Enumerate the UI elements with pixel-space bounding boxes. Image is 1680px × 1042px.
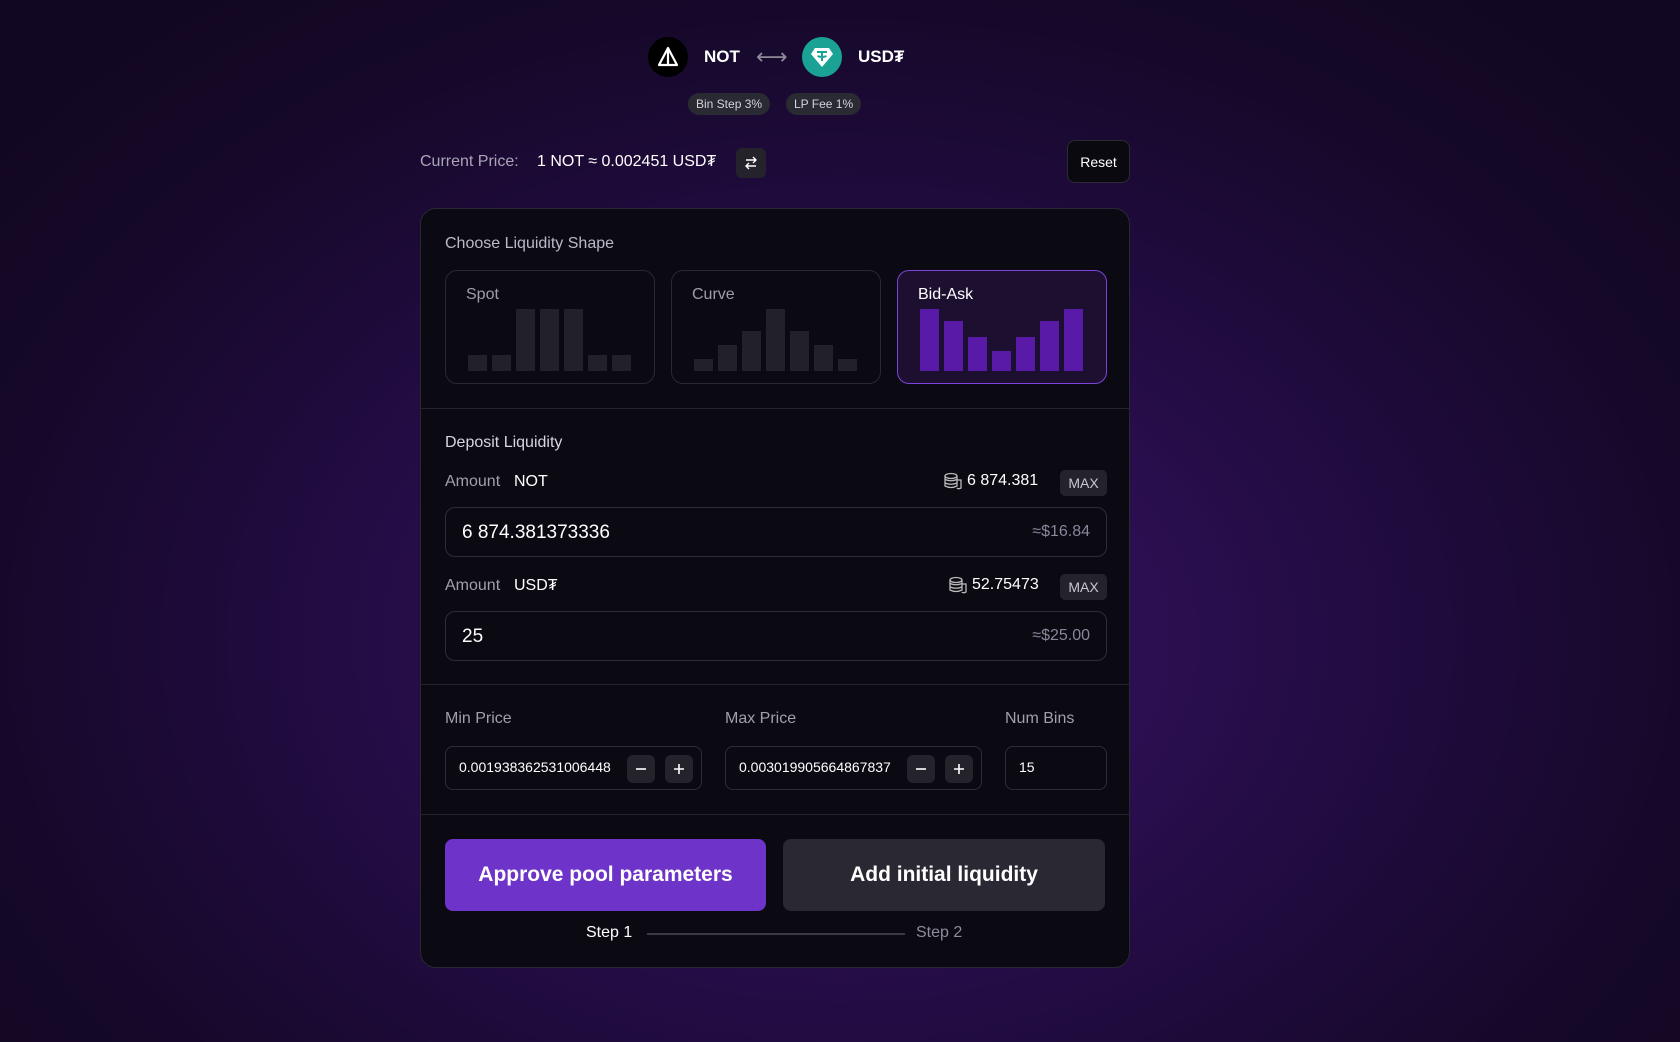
reset-button[interactable]: Reset xyxy=(1067,140,1130,183)
shape-preview-bar xyxy=(1040,321,1059,371)
step-2-label: Step 2 xyxy=(916,924,963,941)
divider xyxy=(421,684,1129,685)
current-price-value: 1 NOT ≈ 0.002451 USD₮ xyxy=(537,153,717,170)
shape-option-bid-ask[interactable]: Bid-Ask xyxy=(897,270,1107,384)
balance-usdt: 52.75473 xyxy=(948,576,1039,594)
max-price-field xyxy=(725,746,982,790)
amount-field-usdt: ≈$25.00 xyxy=(445,611,1107,661)
not-token-icon xyxy=(648,37,688,77)
step-1-label: Step 1 xyxy=(586,924,633,941)
max-button-usdt[interactable]: MAX xyxy=(1060,574,1107,600)
amount-label: Amount xyxy=(445,473,501,490)
invert-price-button[interactable] xyxy=(736,148,766,178)
not-triangle-icon xyxy=(657,46,679,67)
shape-preview-bar xyxy=(1064,309,1083,371)
current-price-label: Current Price: xyxy=(420,153,519,170)
tether-icon xyxy=(802,37,842,77)
shape-preview-bar xyxy=(564,309,583,371)
coins-icon xyxy=(944,472,962,490)
shape-preview-bar xyxy=(516,309,535,371)
max-price-decrement-button[interactable] xyxy=(907,755,935,783)
balance-value: 52.75473 xyxy=(972,576,1039,593)
amount-token-not: NOT xyxy=(514,473,548,490)
shape-preview-bars xyxy=(694,301,857,371)
shape-preview-bar xyxy=(992,351,1011,371)
coins-icon xyxy=(949,576,967,594)
shape-option-curve[interactable]: Curve xyxy=(671,270,881,384)
amount-input-usdt[interactable] xyxy=(462,624,962,650)
amount-field-not: ≈$16.84 xyxy=(445,507,1107,557)
shape-label: Spot xyxy=(466,286,499,303)
shape-preview-bar xyxy=(694,359,713,371)
shape-option-spot[interactable]: Spot xyxy=(445,270,655,384)
shape-preview-bar xyxy=(838,359,857,371)
shape-preview-bar xyxy=(492,355,511,371)
divider xyxy=(421,814,1129,815)
shape-preview-bars xyxy=(920,301,1083,371)
shape-preview-bar xyxy=(968,337,987,371)
amount-token-usdt: USD₮ xyxy=(514,577,558,594)
plus-icon xyxy=(674,764,684,774)
add-initial-liquidity-button[interactable]: Add initial liquidity xyxy=(783,839,1105,911)
shape-preview-bar xyxy=(814,345,833,371)
shape-preview-bar xyxy=(468,355,487,371)
bin-step-badge: Bin Step 3% xyxy=(688,93,771,115)
lp-fee-badge: LP Fee 1% xyxy=(786,93,862,115)
base-token-label: NOT xyxy=(704,47,740,66)
amount-input-not[interactable] xyxy=(462,520,962,546)
divider xyxy=(421,408,1129,409)
shape-preview-bar xyxy=(944,321,963,371)
shape-preview-bar xyxy=(1016,337,1035,371)
liquidity-shape-title: Choose Liquidity Shape xyxy=(445,235,615,252)
liquidity-card: Choose Liquidity Shape Spot Curve Bid-As… xyxy=(420,208,1130,968)
max-price-label: Max Price xyxy=(725,710,797,727)
shape-preview-bar xyxy=(790,331,809,371)
shape-preview-bars xyxy=(468,301,631,371)
amount-label: Amount xyxy=(445,577,501,594)
usd-value-usdt: ≈$25.00 xyxy=(1032,627,1090,644)
shape-preview-bar xyxy=(588,355,607,371)
max-price-increment-button[interactable] xyxy=(945,755,973,783)
min-price-input[interactable] xyxy=(459,759,624,775)
deposit-liquidity-title: Deposit Liquidity xyxy=(445,434,563,451)
min-price-field xyxy=(445,746,702,790)
usd-value-not: ≈$16.84 xyxy=(1032,523,1090,540)
shape-label: Bid-Ask xyxy=(918,286,974,303)
shape-preview-bar xyxy=(718,345,737,371)
minus-icon xyxy=(636,768,646,770)
min-price-decrement-button[interactable] xyxy=(627,755,655,783)
plus-icon xyxy=(954,764,964,774)
max-price-input[interactable] xyxy=(739,759,899,775)
shape-preview-bar xyxy=(920,309,939,371)
invert-price-icon xyxy=(745,156,757,170)
balance-value: 6 874.381 xyxy=(967,472,1039,489)
num-bins-field xyxy=(1005,746,1107,790)
num-bins-input[interactable] xyxy=(1019,759,1094,775)
step-progress-line xyxy=(647,933,905,935)
approve-pool-parameters-button[interactable]: Approve pool parameters xyxy=(445,839,766,911)
shape-preview-bar xyxy=(540,309,559,371)
quote-token-label: USD₮ xyxy=(858,47,905,66)
shape-label: Curve xyxy=(692,286,735,303)
shape-preview-bar xyxy=(612,355,631,371)
num-bins-label: Num Bins xyxy=(1005,710,1075,727)
min-price-increment-button[interactable] xyxy=(665,755,693,783)
min-price-label: Min Price xyxy=(445,710,512,727)
shape-preview-bar xyxy=(742,331,761,371)
shape-preview-bar xyxy=(766,309,785,371)
left-right-arrows-icon: ⟷ xyxy=(756,44,788,69)
minus-icon xyxy=(916,768,926,770)
max-button-not[interactable]: MAX xyxy=(1060,470,1107,496)
balance-not: 6 874.381 xyxy=(943,472,1038,490)
